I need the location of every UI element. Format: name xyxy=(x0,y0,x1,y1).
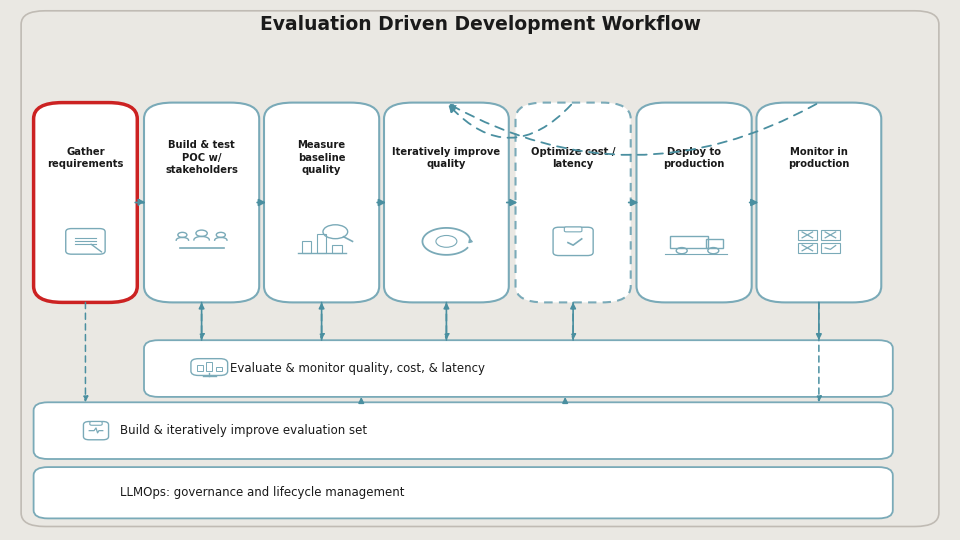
FancyBboxPatch shape xyxy=(564,227,582,232)
FancyBboxPatch shape xyxy=(21,11,939,526)
FancyBboxPatch shape xyxy=(144,103,259,302)
FancyBboxPatch shape xyxy=(34,467,893,518)
FancyBboxPatch shape xyxy=(34,103,137,302)
FancyBboxPatch shape xyxy=(191,359,228,375)
FancyArrowPatch shape xyxy=(449,105,571,138)
FancyBboxPatch shape xyxy=(84,422,108,440)
Text: Build & iteratively improve evaluation set: Build & iteratively improve evaluation s… xyxy=(120,424,367,437)
FancyBboxPatch shape xyxy=(90,422,102,426)
Bar xyxy=(216,367,222,370)
Text: Measure
baseline
quality: Measure baseline quality xyxy=(298,140,346,175)
Text: Optimize cost /
latency: Optimize cost / latency xyxy=(531,146,615,169)
Text: Gather
requirements: Gather requirements xyxy=(47,146,124,169)
FancyArrowPatch shape xyxy=(450,104,816,155)
FancyBboxPatch shape xyxy=(553,227,593,255)
Bar xyxy=(197,365,203,370)
Text: Evaluate & monitor quality, cost, & latency: Evaluate & monitor quality, cost, & late… xyxy=(230,362,486,375)
Text: Iteratively improve
quality: Iteratively improve quality xyxy=(393,146,500,169)
Text: Evaluation Driven Development Workflow: Evaluation Driven Development Workflow xyxy=(259,15,701,34)
Text: LLMOps: governance and lifecycle management: LLMOps: governance and lifecycle managem… xyxy=(120,486,404,500)
FancyBboxPatch shape xyxy=(65,228,106,254)
Bar xyxy=(206,362,212,370)
Text: Monitor in
production: Monitor in production xyxy=(788,146,850,169)
FancyBboxPatch shape xyxy=(384,103,509,302)
FancyBboxPatch shape xyxy=(144,340,893,397)
FancyBboxPatch shape xyxy=(264,103,379,302)
FancyBboxPatch shape xyxy=(756,103,881,302)
FancyBboxPatch shape xyxy=(636,103,752,302)
Text: Build & test
POC w/
stakeholders: Build & test POC w/ stakeholders xyxy=(165,140,238,175)
FancyBboxPatch shape xyxy=(34,402,893,459)
FancyBboxPatch shape xyxy=(516,103,631,302)
Text: Deploy to
production: Deploy to production xyxy=(663,146,725,169)
